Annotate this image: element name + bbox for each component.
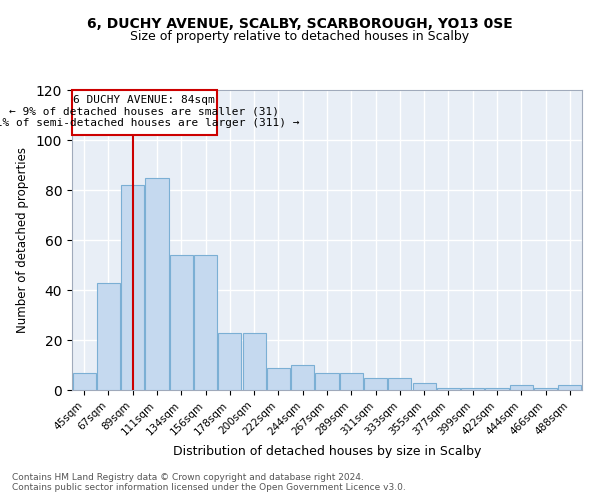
Text: Size of property relative to detached houses in Scalby: Size of property relative to detached ho…	[130, 30, 470, 43]
X-axis label: Distribution of detached houses by size in Scalby: Distribution of detached houses by size …	[173, 445, 481, 458]
Bar	[291, 365, 314, 390]
Bar	[534, 388, 557, 390]
Bar	[559, 385, 581, 390]
Bar	[97, 282, 120, 390]
Bar	[388, 378, 412, 390]
Text: Contains HM Land Registry data © Crown copyright and database right 2024.
Contai: Contains HM Land Registry data © Crown c…	[12, 473, 406, 492]
Bar	[242, 332, 266, 390]
Text: 91% of semi-detached houses are larger (311) →: 91% of semi-detached houses are larger (…	[0, 118, 299, 128]
Bar	[145, 178, 169, 390]
Bar	[461, 388, 484, 390]
Text: ← 9% of detached houses are smaller (31): ← 9% of detached houses are smaller (31)	[9, 106, 279, 116]
Bar	[121, 185, 144, 390]
Bar	[267, 368, 290, 390]
Bar	[364, 378, 387, 390]
Bar	[437, 388, 460, 390]
Bar	[73, 372, 95, 390]
Bar	[218, 332, 241, 390]
Bar	[72, 90, 217, 135]
Bar	[340, 372, 363, 390]
Bar	[485, 388, 509, 390]
Bar	[194, 255, 217, 390]
Text: 6 DUCHY AVENUE: 84sqm: 6 DUCHY AVENUE: 84sqm	[73, 95, 215, 105]
Y-axis label: Number of detached properties: Number of detached properties	[16, 147, 29, 333]
Bar	[170, 255, 193, 390]
Bar	[413, 382, 436, 390]
Bar	[316, 372, 338, 390]
Bar	[510, 385, 533, 390]
Text: 6, DUCHY AVENUE, SCALBY, SCARBOROUGH, YO13 0SE: 6, DUCHY AVENUE, SCALBY, SCARBOROUGH, YO…	[87, 18, 513, 32]
